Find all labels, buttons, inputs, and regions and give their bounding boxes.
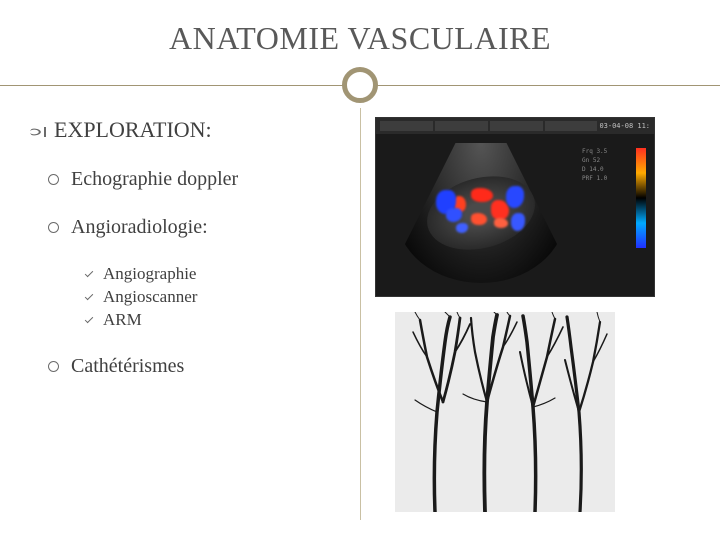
sub-bullets: Angiographie Angioscanner ARM (30, 264, 345, 330)
bullet-label: Echographie doppler (71, 168, 238, 191)
slide: ANATOMIE VASCULAIRE EXPLORATION: Echogra… (0, 0, 720, 540)
title-divider (30, 67, 690, 107)
ring-icon (342, 67, 378, 103)
sub-bullet-angiographie: Angiographie (85, 264, 345, 284)
check-bullet-icon (85, 292, 95, 302)
doppler-ultrasound-image: 03-04-08 11: Frq 3.5 Gn 52 D 14.0 PRF 1.… (375, 117, 655, 297)
sub-label: Angioscanner (103, 287, 197, 307)
sub-bullet-angioscanner: Angioscanner (85, 287, 345, 307)
circle-bullet-icon (48, 222, 59, 233)
bullet-angio: Angioradiologie: (48, 216, 345, 239)
angiogram-image (395, 312, 615, 512)
ultrasound-params: Frq 3.5 Gn 52 D 14.0 PRF 1.0 (582, 148, 632, 286)
flow-red (494, 218, 508, 228)
check-bullet-icon (85, 269, 95, 279)
section-heading: EXPLORATION: (30, 117, 345, 143)
image-column: 03-04-08 11: Frq 3.5 Gn 52 D 14.0 PRF 1.… (360, 117, 690, 517)
vessel-tree-icon (395, 312, 615, 512)
sub-bullet-arm: ARM (85, 310, 345, 330)
sub-label: ARM (103, 310, 142, 330)
bullet-cath: Cathétérismes (48, 355, 345, 378)
flow-red (471, 213, 487, 225)
bullet-label: Cathétérismes (71, 355, 184, 378)
circle-bullet-icon (48, 361, 59, 372)
text-column: EXPLORATION: Echographie doppler Angiora… (30, 117, 360, 517)
vertical-divider (360, 108, 361, 520)
bullet-echo: Echographie doppler (48, 168, 345, 191)
sub-label: Angiographie (103, 264, 196, 284)
circle-bullet-icon (48, 174, 59, 185)
bullet-label: Angioradiologie: (71, 216, 208, 239)
check-bullet-icon (85, 315, 95, 325)
flow-red (471, 188, 493, 202)
ultrasound-timestamp: 03-04-08 11: (599, 122, 650, 130)
color-scale (636, 148, 646, 248)
ultrasound-header: 03-04-08 11: (376, 118, 654, 134)
slide-title: ANATOMIE VASCULAIRE (30, 20, 690, 57)
